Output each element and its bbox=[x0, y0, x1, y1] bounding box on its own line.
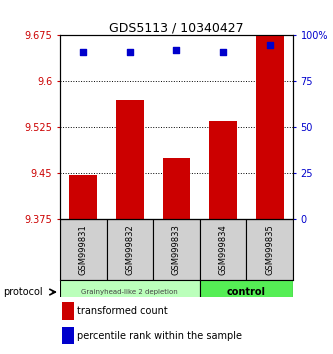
Bar bbox=[200, 219, 246, 280]
Point bbox=[220, 49, 226, 55]
Text: control: control bbox=[227, 287, 266, 297]
Point bbox=[267, 42, 272, 47]
Bar bbox=[60, 219, 107, 280]
Bar bbox=[107, 219, 153, 280]
Bar bbox=[116, 100, 144, 219]
Text: GSM999832: GSM999832 bbox=[125, 224, 135, 275]
Bar bbox=[62, 327, 74, 344]
Bar bbox=[246, 219, 293, 280]
Text: GSM999834: GSM999834 bbox=[218, 224, 228, 275]
Bar bbox=[60, 280, 200, 304]
Bar bbox=[62, 302, 74, 320]
Text: Grainyhead-like 2 depletion: Grainyhead-like 2 depletion bbox=[82, 289, 178, 295]
Title: GDS5113 / 10340427: GDS5113 / 10340427 bbox=[109, 21, 244, 34]
Text: GSM999831: GSM999831 bbox=[79, 224, 88, 275]
Bar bbox=[153, 219, 200, 280]
Bar bbox=[163, 158, 190, 219]
Text: GSM999835: GSM999835 bbox=[265, 224, 274, 275]
Bar bbox=[256, 35, 284, 219]
Text: protocol: protocol bbox=[3, 287, 43, 297]
Point bbox=[174, 47, 179, 53]
Bar bbox=[209, 121, 237, 219]
Point bbox=[127, 49, 133, 55]
Text: GSM999833: GSM999833 bbox=[172, 224, 181, 275]
Bar bbox=[69, 175, 97, 219]
Point bbox=[81, 49, 86, 55]
Bar bbox=[200, 280, 293, 304]
Text: percentile rank within the sample: percentile rank within the sample bbox=[77, 331, 242, 341]
Text: transformed count: transformed count bbox=[77, 306, 168, 316]
